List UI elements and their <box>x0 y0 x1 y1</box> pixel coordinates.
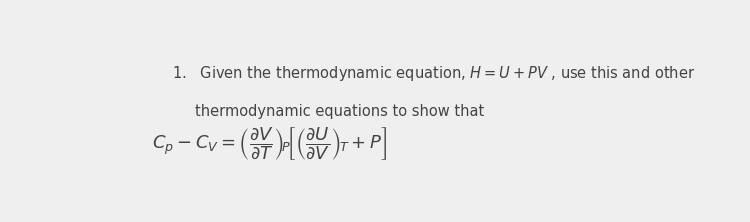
Text: thermodynamic equations to show that: thermodynamic equations to show that <box>196 103 484 119</box>
Text: $C_p - C_V = \left(\dfrac{\partial V}{\partial T}\right)_{\!P}\!\left[\left(\dfr: $C_p - C_V = \left(\dfrac{\partial V}{\p… <box>152 126 387 163</box>
Text: 1.   Given the thermodynamic equation, $H = U + PV$ , use this and other: 1. Given the thermodynamic equation, $H … <box>172 64 695 83</box>
